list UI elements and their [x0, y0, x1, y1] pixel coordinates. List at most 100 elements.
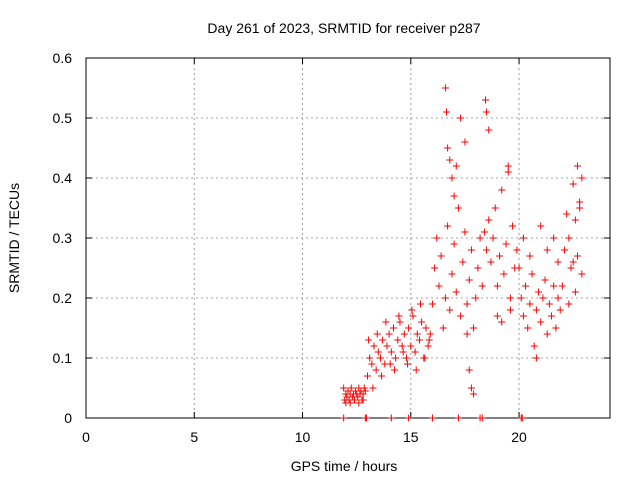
- data-point: [576, 198, 584, 206]
- data-point: [532, 306, 540, 314]
- y-tick-label: 0: [64, 410, 72, 426]
- data-point: [444, 222, 452, 230]
- data-point: [457, 312, 465, 320]
- data-point: [448, 270, 456, 278]
- data-point: [558, 282, 566, 290]
- data-point: [452, 162, 460, 170]
- data-point: [387, 414, 395, 422]
- data-point: [518, 414, 526, 422]
- data-point: [459, 258, 467, 266]
- data-point: [461, 138, 469, 146]
- data-point: [537, 318, 545, 326]
- data-point: [409, 312, 417, 320]
- data-point: [498, 318, 506, 326]
- data-point: [493, 282, 501, 290]
- data-point: [548, 312, 556, 320]
- data-point: [554, 258, 562, 266]
- data-point: [412, 366, 420, 374]
- data-point: [443, 108, 451, 116]
- data-point: [524, 324, 532, 332]
- data-point: [480, 228, 488, 236]
- data-point: [392, 354, 400, 362]
- data-point: [478, 282, 486, 290]
- data-point: [526, 300, 534, 308]
- data-point: [485, 216, 493, 224]
- data-point: [437, 252, 445, 260]
- data-point: [368, 360, 376, 368]
- data-point: [454, 414, 462, 422]
- plot-frame: [85, 57, 611, 419]
- data-point: [463, 300, 471, 308]
- data-point: [467, 246, 475, 254]
- data-point: [519, 312, 527, 320]
- data-point: [355, 399, 363, 407]
- data-point: [532, 354, 540, 362]
- data-point: [539, 294, 547, 302]
- data-point: [476, 234, 484, 242]
- data-point: [576, 204, 584, 212]
- data-point: [454, 204, 462, 212]
- data-point: [472, 294, 480, 302]
- data-point: [496, 252, 504, 260]
- data-point: [402, 354, 410, 362]
- data-point: [407, 342, 415, 350]
- data-point: [517, 294, 525, 302]
- data-point: [550, 282, 558, 290]
- x-tick-label: 20: [511, 429, 527, 445]
- y-tick-label: 0.1: [53, 350, 73, 366]
- data-point: [418, 318, 426, 326]
- data-point: [500, 270, 508, 278]
- data-point: [541, 276, 549, 284]
- data-point: [405, 414, 413, 422]
- data-points: [340, 84, 586, 422]
- data-point: [561, 246, 569, 254]
- data-point: [378, 372, 386, 380]
- data-point: [404, 360, 412, 368]
- data-point: [483, 108, 491, 116]
- data-point: [574, 162, 582, 170]
- data-point: [504, 162, 512, 170]
- y-tick-label: 0.2: [53, 290, 73, 306]
- data-point: [457, 114, 465, 122]
- data-point: [574, 252, 582, 260]
- x-tick-label: 10: [295, 429, 311, 445]
- data-point: [483, 246, 491, 254]
- data-point: [526, 252, 534, 260]
- data-point: [376, 354, 384, 362]
- data-point: [578, 174, 586, 182]
- data-point: [394, 336, 402, 344]
- data-point: [554, 294, 562, 302]
- data-point: [552, 324, 560, 332]
- data-point: [537, 222, 545, 230]
- data-point: [439, 324, 447, 332]
- data-point: [461, 228, 469, 236]
- data-point: [346, 399, 354, 407]
- data-point: [481, 96, 489, 104]
- chart-title: Day 261 of 2023, SRMTID for receiver p28…: [207, 20, 480, 36]
- data-point: [433, 234, 441, 242]
- data-point: [340, 414, 348, 422]
- data-point: [470, 390, 478, 398]
- data-point: [467, 384, 475, 392]
- data-point: [395, 312, 403, 320]
- data-point: [372, 366, 380, 374]
- data-point: [340, 384, 348, 392]
- x-tick-labels: 0 5 10 15 20: [82, 429, 527, 445]
- data-point: [565, 234, 573, 242]
- data-point: [493, 312, 501, 320]
- data-point: [373, 330, 381, 338]
- data-point: [452, 288, 460, 296]
- data-point: [563, 210, 571, 218]
- data-point: [485, 126, 493, 134]
- data-point: [386, 360, 394, 368]
- data-point: [399, 348, 407, 356]
- data-point: [515, 264, 523, 272]
- data-point: [446, 156, 454, 164]
- data-point: [370, 342, 378, 350]
- data-point: [431, 264, 439, 272]
- data-point: [413, 330, 421, 338]
- data-point: [506, 306, 514, 314]
- data-point: [509, 222, 517, 230]
- data-point: [362, 414, 370, 422]
